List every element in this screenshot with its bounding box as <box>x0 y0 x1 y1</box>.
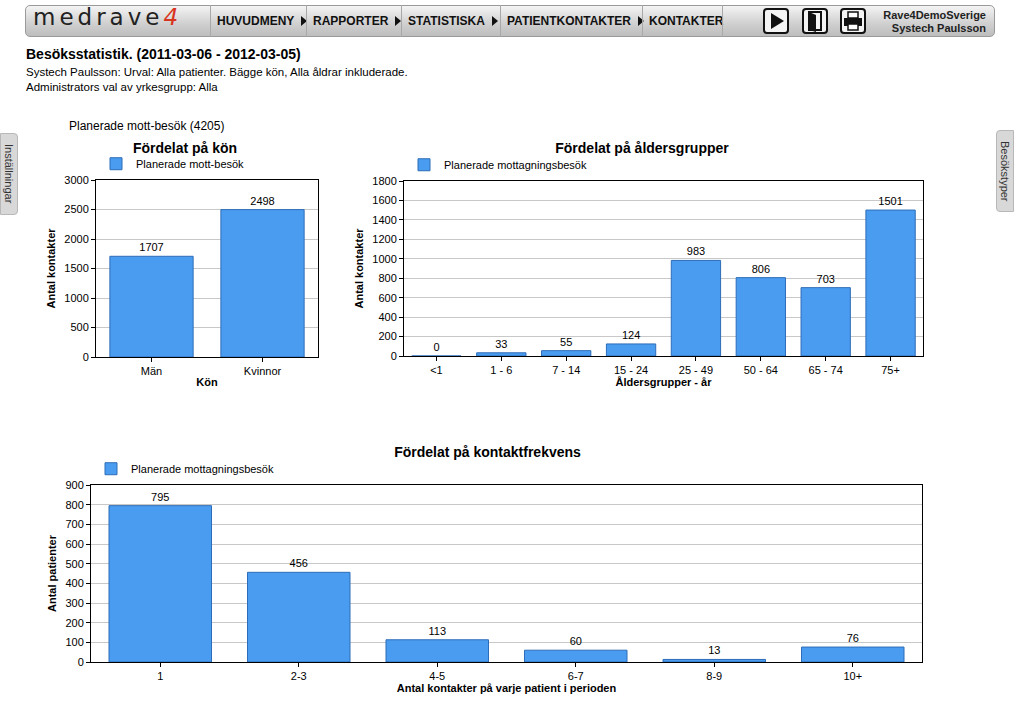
svg-text:124: 124 <box>622 329 640 341</box>
svg-text:Antal patienter: Antal patienter <box>46 534 58 612</box>
svg-text:700: 700 <box>65 518 83 530</box>
svg-text:800: 800 <box>65 499 83 511</box>
svg-text:200: 200 <box>378 330 396 342</box>
svg-text:0: 0 <box>83 351 89 363</box>
svg-text:400: 400 <box>378 311 396 323</box>
svg-text:4-5: 4-5 <box>429 670 445 682</box>
svg-text:113: 113 <box>428 625 446 637</box>
svg-text:806: 806 <box>752 263 770 275</box>
html-text:HUVUDMENY: HUVUDMENY <box>217 14 295 28</box>
svg-text:25 - 49: 25 - 49 <box>679 364 713 376</box>
svg-text:1707: 1707 <box>139 241 163 253</box>
svg-text:7 - 14: 7 - 14 <box>552 364 580 376</box>
svg-text:983: 983 <box>687 245 705 257</box>
svg-text:Planerade mottagningsbesök: Planerade mottagningsbesök <box>444 159 587 171</box>
svg-text:2498: 2498 <box>250 195 274 207</box>
svg-text:8-9: 8-9 <box>706 670 722 682</box>
svg-text:500: 500 <box>70 321 88 333</box>
svg-text:1000: 1000 <box>372 253 396 265</box>
svg-text:800: 800 <box>378 272 396 284</box>
svg-text:2-3: 2-3 <box>291 670 307 682</box>
html-text:Systech Paulsson: Systech Paulsson <box>891 22 986 34</box>
svg-text:1500: 1500 <box>64 262 88 274</box>
svg-text:500: 500 <box>65 558 83 570</box>
svg-text:600: 600 <box>378 292 396 304</box>
svg-text:600: 600 <box>65 538 83 550</box>
svg-text:10+: 10+ <box>843 670 862 682</box>
svg-text:900: 900 <box>65 479 83 491</box>
svg-text:2000: 2000 <box>64 233 88 245</box>
svg-text:Antal kontakter på varje patie: Antal kontakter på varje patient i perio… <box>397 682 617 694</box>
svg-text:Planerade mott-besök: Planerade mott-besök <box>136 158 244 170</box>
svg-text:300: 300 <box>65 597 83 609</box>
svg-text:1200: 1200 <box>372 233 396 245</box>
svg-text:Män: Män <box>141 365 162 377</box>
svg-text:Antal kontakter: Antal kontakter <box>353 228 365 309</box>
svg-text:1400: 1400 <box>372 214 396 226</box>
svg-text:65 - 74: 65 - 74 <box>809 364 843 376</box>
svg-text:0: 0 <box>78 656 84 668</box>
svg-text:3000: 3000 <box>64 174 88 186</box>
html-text:Administrators val av yrkesgru: Administrators val av yrkesgrupp: Alla <box>26 81 218 93</box>
svg-text:Kön: Kön <box>196 376 218 388</box>
svg-text:1 - 6: 1 - 6 <box>490 364 512 376</box>
html-text:Rave4DemoSverige: Rave4DemoSverige <box>883 9 986 21</box>
svg-text:50 - 64: 50 - 64 <box>744 364 778 376</box>
svg-text:1: 1 <box>157 670 163 682</box>
svg-text:6-7: 6-7 <box>568 670 584 682</box>
svg-text:0: 0 <box>391 350 397 362</box>
html-text:RAPPORTER: RAPPORTER <box>313 14 389 28</box>
svg-text:33: 33 <box>495 338 507 350</box>
html-text:Systech Paulsson: Urval: Alla: Systech Paulsson: Urval: Alla patienter.… <box>26 66 408 78</box>
svg-text:Åldersgrupper - år: Åldersgrupper - år <box>616 376 713 388</box>
svg-text:<1: <1 <box>430 364 443 376</box>
svg-text:1800: 1800 <box>372 175 396 187</box>
svg-text:1000: 1000 <box>64 292 88 304</box>
svg-text:60: 60 <box>570 635 582 647</box>
html-text:KONTAKTER: KONTAKTER <box>649 14 724 28</box>
svg-text:795: 795 <box>151 491 169 503</box>
svg-text:Fördelat på åldersgrupper: Fördelat på åldersgrupper <box>555 140 729 156</box>
svg-text:200: 200 <box>65 617 83 629</box>
svg-text:100: 100 <box>65 636 83 648</box>
html-text:PATIENTKONTAKTER: PATIENTKONTAKTER <box>507 14 631 28</box>
html-text:STATISTISKA: STATISTISKA <box>408 14 485 28</box>
html-text:Besökstyper: Besökstyper <box>999 140 1011 202</box>
html-text:Planerade mott-besök (4205): Planerade mott-besök (4205) <box>69 119 225 133</box>
svg-text:1501: 1501 <box>878 195 902 207</box>
svg-text:703: 703 <box>817 273 835 285</box>
svg-text:1600: 1600 <box>372 194 396 206</box>
svg-text:456: 456 <box>290 557 308 569</box>
svg-text:76: 76 <box>847 632 859 644</box>
svg-text:0: 0 <box>433 341 439 353</box>
svg-text:400: 400 <box>65 577 83 589</box>
svg-text:13: 13 <box>708 644 720 656</box>
svg-text:Antal kontakter: Antal kontakter <box>45 228 57 309</box>
svg-text:75+: 75+ <box>881 364 900 376</box>
svg-text:Fördelat på kön: Fördelat på kön <box>133 140 237 156</box>
html-text:Inställningar: Inställningar <box>3 144 15 204</box>
svg-text:2500: 2500 <box>64 203 88 215</box>
svg-text:Fördelat på kontaktfrekvens: Fördelat på kontaktfrekvens <box>394 444 581 460</box>
svg-text:Planerade mottagningsbesök: Planerade mottagningsbesök <box>131 463 274 475</box>
svg-text:Kvinnor: Kvinnor <box>244 365 282 377</box>
html-text:medrave 4: medrave 4 <box>33 4 179 30</box>
svg-text:15 - 24: 15 - 24 <box>614 364 648 376</box>
svg-text:55: 55 <box>560 336 572 348</box>
html-text:Besöksstatistik. (2011-03-06 -: Besöksstatistik. (2011-03-06 - 2012-03-0… <box>26 46 301 62</box>
